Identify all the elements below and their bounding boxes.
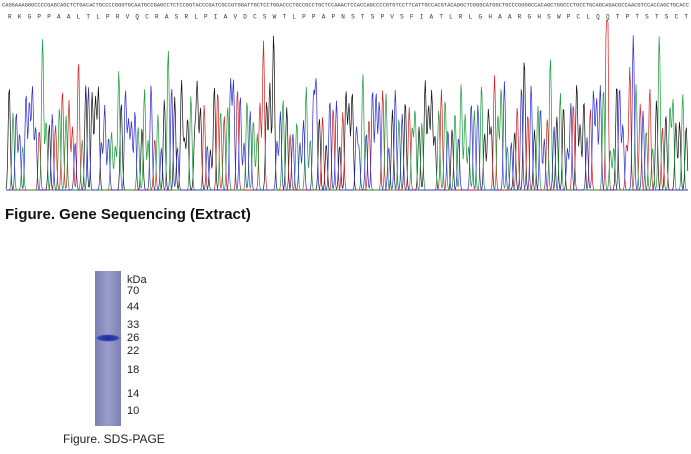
marker-label: 44 <box>127 301 139 313</box>
sequencing-caption: Figure. Gene Sequencing (Extract) <box>5 206 251 223</box>
marker-label: 10 <box>127 405 139 417</box>
protein-band <box>94 334 122 342</box>
marker-label: 33 <box>127 319 139 331</box>
nucleotide-sequence: CAGGAAAGGGCCCCGAGCAGCTCTGACACTGCCCCGGGTG… <box>2 2 689 8</box>
marker-label: 18 <box>127 364 139 376</box>
unit-label: kDa <box>127 274 147 286</box>
gel-lane <box>95 271 121 426</box>
chromatogram <box>5 19 689 191</box>
marker-label: 70 <box>127 285 139 297</box>
marker-label: 14 <box>127 388 139 400</box>
trace <box>6 35 688 191</box>
gel-caption: Figure. SDS-PAGE <box>63 432 165 446</box>
marker-label: 26 <box>127 332 139 344</box>
trace <box>5 35 689 191</box>
amino-acid-sequence: R K G P P A A L T L P R V Q C R A S R L … <box>8 14 688 21</box>
marker-label: 22 <box>127 345 139 357</box>
